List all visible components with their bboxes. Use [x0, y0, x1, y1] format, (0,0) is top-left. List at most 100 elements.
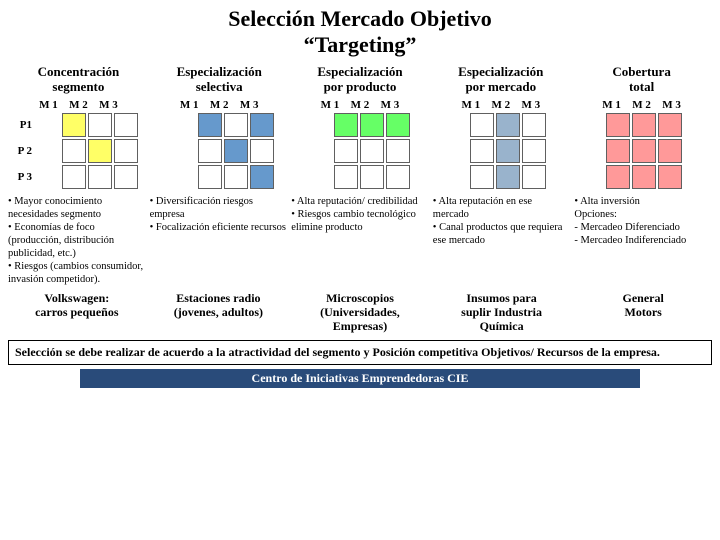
example-col-3: Insumos parasuplir IndustriaQuímica: [433, 291, 571, 334]
strategy-heading-1: EspecializaciónselectivaM 1M 2M 3: [149, 65, 290, 113]
grid-cell: [386, 165, 410, 189]
grid-cell: [198, 113, 222, 137]
strategy-title: Especializaciónpor mercado: [430, 65, 571, 95]
grid-cell: [632, 139, 656, 163]
examples-row: Volkswagen:carros pequeñosEstaciones rad…: [0, 287, 720, 334]
grid-cell: [658, 165, 682, 189]
grid-cell: [658, 113, 682, 137]
grid-cell: [522, 165, 546, 189]
grid-cell: [522, 113, 546, 137]
grids-row: P1P 2P 3: [0, 113, 720, 189]
grid-cell: [334, 113, 358, 137]
bullet-col-0: • Mayor conocimiento necesidades segment…: [8, 195, 146, 287]
strategy-headings-row: ConcentraciónsegmentoM 1M 2M 3Especializ…: [0, 59, 720, 113]
bullets-row: • Mayor conocimiento necesidades segment…: [0, 189, 720, 287]
grid-cell: [632, 113, 656, 137]
example-col-2: Microscopios(Universidades,Empresas): [291, 291, 429, 334]
grid: [470, 113, 546, 189]
grid-cell: [470, 139, 494, 163]
page-title: Selección Mercado Objetivo “Targeting”: [0, 0, 720, 59]
strategy-title: Coberturatotal: [571, 65, 712, 95]
grid-cell: [606, 139, 630, 163]
grid-cell: [496, 113, 520, 137]
strategy-heading-0: Concentraciónsegmento M 1 M 2 M 3: [8, 65, 149, 113]
grid-cell: [606, 113, 630, 137]
col-label: M 2: [66, 99, 90, 111]
strategy-heading-4: CoberturatotalM 1M 2M 3: [571, 65, 712, 113]
title-line2: “Targeting”: [0, 32, 720, 58]
bullet-col-2: • Alta reputación/ credibilidad• Riesgos…: [291, 195, 429, 287]
col-labels: M 1M 2M 3: [571, 99, 712, 111]
strategy-heading-2: Especializaciónpor producto M 1 M 2 M 3: [290, 65, 431, 113]
grid-cell: [606, 165, 630, 189]
strategy-heading-3: Especializaciónpor mercado M 1 M 2 M 3: [430, 65, 571, 113]
grid-cell: [114, 165, 138, 189]
grid-block-3: [440, 113, 576, 189]
grid-block-4: [576, 113, 712, 189]
grid-block-2: [304, 113, 440, 189]
grid-cell: [360, 113, 384, 137]
title-line1: Selección Mercado Objetivo: [0, 6, 720, 32]
grid-cell: [114, 113, 138, 137]
col-labels: M 1M 2M 3: [149, 99, 290, 111]
row-label: P 3: [8, 165, 32, 189]
footer-bar: Centro de Iniciativas Emprendedoras CIE: [80, 369, 640, 388]
example-col-0: Volkswagen:carros pequeños: [8, 291, 146, 334]
grid-block-1: [168, 113, 304, 189]
strategy-title: Especializaciónpor producto: [290, 65, 431, 95]
grid-cell: [88, 113, 112, 137]
col-label: M 1: [36, 99, 60, 111]
example-col-1: Estaciones radio(jovenes, adultos): [150, 291, 288, 334]
grid-cell: [386, 113, 410, 137]
grid-cell: [360, 165, 384, 189]
grid-cell: [198, 139, 222, 163]
grid: [62, 113, 138, 189]
bullet-col-1: • Diversificación riesgos empresa• Focal…: [150, 195, 288, 287]
grid-cell: [334, 165, 358, 189]
col-labels: M 1 M 2 M 3: [290, 99, 431, 111]
col-label: M 3: [378, 99, 402, 111]
grid-cell: [198, 165, 222, 189]
grid: [198, 113, 274, 189]
grid-cell: [224, 139, 248, 163]
grid-cell: [496, 165, 520, 189]
col-label: M 3: [96, 99, 120, 111]
grid-cell: [224, 165, 248, 189]
grid-cell: [658, 139, 682, 163]
bullet-col-3: • Alta reputación en ese mercado• Canal …: [433, 195, 571, 287]
col-label: M 1: [459, 99, 483, 111]
row-label: P1: [8, 113, 32, 137]
grid-cell: [496, 139, 520, 163]
col-label: M 2: [348, 99, 372, 111]
grid-cell: [360, 139, 384, 163]
grid-cell: [632, 165, 656, 189]
col-label: M 1: [600, 99, 624, 111]
col-label: M 2: [630, 99, 654, 111]
grid-cell: [88, 165, 112, 189]
col-label: M 1: [318, 99, 342, 111]
grid-cell: [386, 139, 410, 163]
col-label: M 1: [177, 99, 201, 111]
col-labels: M 1 M 2 M 3: [430, 99, 571, 111]
row-labels: P1P 2P 3: [8, 113, 32, 189]
strategy-title: Especializaciónselectiva: [149, 65, 290, 95]
col-label: M 2: [207, 99, 231, 111]
grid-cell: [88, 139, 112, 163]
strategy-title: Concentraciónsegmento: [8, 65, 149, 95]
col-labels: M 1 M 2 M 3: [8, 99, 149, 111]
grid-cell: [250, 165, 274, 189]
example-col-4: GeneralMotors: [574, 291, 712, 334]
grid-cell: [522, 139, 546, 163]
grid-cell: [62, 113, 86, 137]
grid-cell: [62, 139, 86, 163]
grid-cell: [334, 139, 358, 163]
col-label: M 3: [519, 99, 543, 111]
grid-cell: [62, 165, 86, 189]
grid-cell: [114, 139, 138, 163]
bullet-col-4: • Alta inversiónOpciones:- Mercadeo Dife…: [574, 195, 712, 287]
col-label: M 2: [489, 99, 513, 111]
grid: [334, 113, 410, 189]
grid-cell: [250, 139, 274, 163]
grid-cell: [224, 113, 248, 137]
grids-container: [32, 113, 712, 189]
